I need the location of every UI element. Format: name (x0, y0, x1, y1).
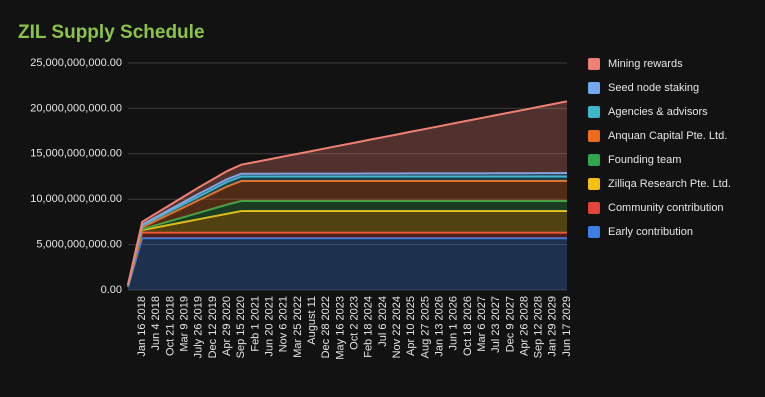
legend-label: Agencies & advisors (608, 106, 708, 118)
area-line (127, 172, 568, 286)
legend-label: Zilliqa Research Pte. Ltd. (608, 178, 731, 190)
x-tick-label: Oct 21 2018 (164, 296, 176, 356)
x-tick-label: Dec 12 2019 (207, 296, 219, 358)
x-tick-label: Sep 12 2028 (533, 296, 545, 358)
area-line (127, 175, 567, 286)
x-tick-label: August 11 (306, 296, 318, 345)
y-tick-label: 5,000,000,000.00 (36, 239, 122, 251)
legend-label: Anquan Capital Pte. Ltd. (608, 130, 727, 142)
chart-title: ZIL Supply Schedule (18, 22, 205, 43)
legend-label: Community contribution (608, 202, 724, 214)
x-tick-label: Apr 26 2028 (518, 296, 530, 356)
area-line (127, 100, 568, 285)
x-tick-label: Dec 9 2027 (504, 296, 516, 352)
legend-label: Seed node staking (608, 82, 699, 94)
legend-swatch (588, 130, 600, 142)
area-line (127, 200, 567, 286)
x-tick-label: Aug 27 2025 (419, 296, 431, 358)
x-tick-label: Feb 1 2021 (249, 296, 261, 352)
x-tick-label: Apr 29 2020 (221, 296, 233, 356)
x-tick-label: Mar 6 2027 (476, 296, 488, 352)
y-tick-label: 10,000,000,000.00 (30, 193, 122, 205)
area (128, 232, 567, 288)
y-tick-label: 15,000,000,000.00 (30, 148, 122, 160)
x-tick-label: Jan 16 2018 (136, 296, 148, 357)
x-tick-label: Sep 15 2020 (235, 296, 247, 358)
area (128, 181, 567, 286)
legend-label: Early contribution (608, 226, 693, 238)
y-tick-label: 25,000,000,000.00 (30, 57, 122, 69)
legend-swatch (588, 178, 600, 190)
x-tick-label: Nov 22 2024 (391, 296, 403, 358)
legend-swatch (588, 202, 600, 214)
x-tick-label: Feb 18 2024 (363, 296, 375, 358)
legend-label: Founding team (608, 154, 681, 166)
x-tick-label: Mar 25 2022 (292, 296, 304, 358)
legend-swatch (588, 106, 600, 118)
x-tick-label: Oct 18 2026 (462, 296, 474, 356)
y-tick-label: 20,000,000,000.00 (30, 102, 122, 114)
legend-swatch (588, 82, 600, 94)
y-tick-label: 0.00 (101, 284, 122, 296)
x-tick-label: Jun 1 2026 (448, 296, 460, 350)
x-tick-label: Jun 20 2021 (264, 296, 276, 357)
legend-swatch (588, 154, 600, 166)
legend-label: Mining rewards (608, 58, 683, 70)
x-tick-label: Apr 10 2025 (405, 296, 417, 356)
x-tick-label: Jan 29 2029 (547, 296, 559, 357)
legend-swatch (588, 226, 600, 238)
x-tick-label: Jul 6 2024 (377, 296, 389, 347)
x-tick-label: Jun 4 2018 (150, 296, 162, 350)
x-tick-label: Oct 2 2023 (348, 296, 360, 350)
x-tick-label: Jul 23 2027 (490, 296, 502, 353)
area-line (127, 180, 567, 286)
area-line (127, 237, 567, 288)
area-line (127, 210, 567, 287)
area (128, 238, 567, 290)
legend-swatch (588, 58, 600, 70)
x-tick-label: July 26 2019 (193, 296, 205, 358)
x-tick-label: Jun 17 2029 (561, 296, 573, 357)
x-tick-label: May 16 2023 (334, 296, 346, 360)
x-tick-label: Jan 13 2026 (433, 296, 445, 357)
x-tick-label: Mar 9 2019 (179, 296, 191, 352)
area (128, 101, 567, 286)
x-tick-label: Dec 28 2022 (320, 296, 332, 358)
area-line (127, 231, 567, 287)
area (128, 201, 567, 286)
x-tick-label: Nov 6 2021 (278, 296, 290, 352)
area (128, 211, 567, 287)
